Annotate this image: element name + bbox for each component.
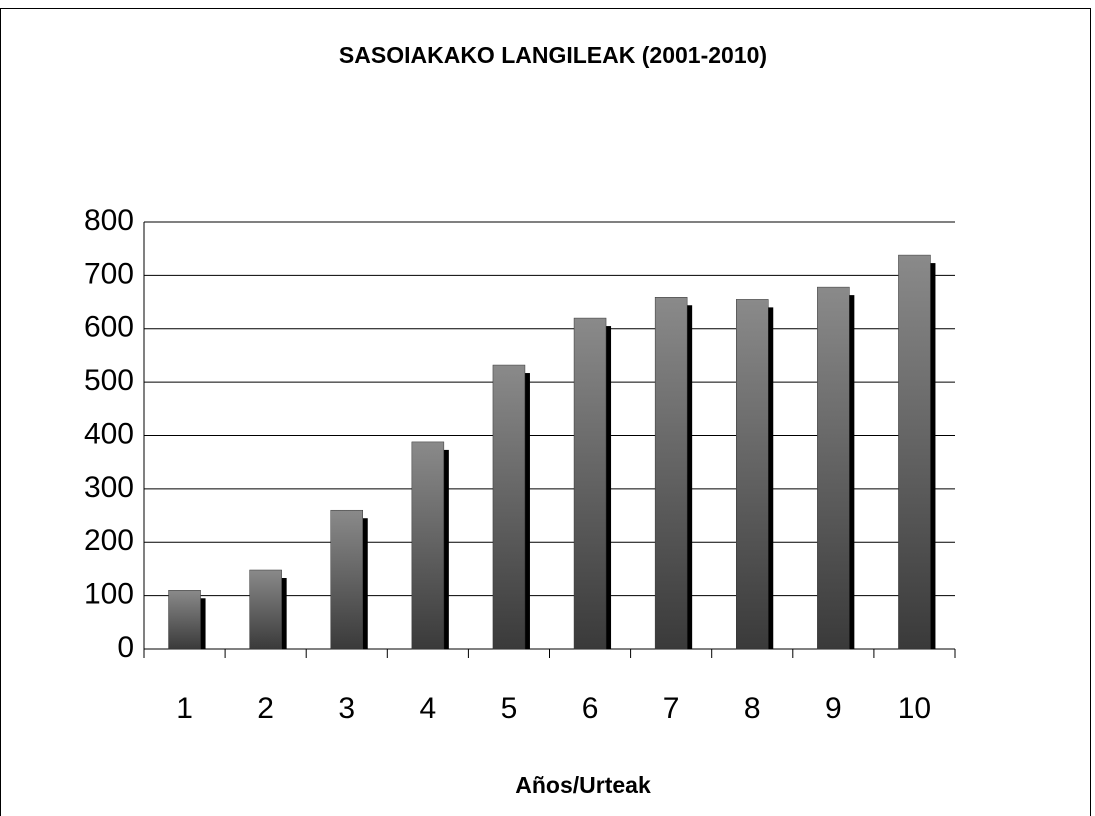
bar bbox=[573, 317, 607, 650]
y-tick-label: 700 bbox=[84, 257, 134, 290]
bar bbox=[898, 254, 931, 650]
x-tick-label: 6 bbox=[582, 692, 599, 725]
y-tick-label: 500 bbox=[84, 364, 134, 397]
chart-frame bbox=[0, 8, 1091, 816]
bar bbox=[654, 297, 688, 650]
x-tick-label: 3 bbox=[338, 692, 355, 725]
bar bbox=[249, 569, 282, 650]
x-axis-title: Años/Urteak bbox=[515, 772, 651, 798]
x-tick-label: 8 bbox=[744, 692, 761, 725]
y-tick-label: 100 bbox=[84, 578, 134, 611]
bar bbox=[492, 364, 526, 650]
x-tick-label: 5 bbox=[501, 692, 518, 725]
x-tick-label: 9 bbox=[825, 692, 842, 725]
x-tick-label: 2 bbox=[257, 692, 274, 725]
y-tick-label: 600 bbox=[84, 311, 134, 344]
bar bbox=[168, 590, 201, 650]
y-tick-label: 400 bbox=[84, 417, 134, 450]
bar bbox=[330, 509, 363, 650]
x-tick-label: 4 bbox=[420, 692, 437, 725]
x-tick-label: 7 bbox=[663, 692, 680, 725]
x-tick-label: 10 bbox=[898, 692, 931, 725]
y-tick-label: 200 bbox=[84, 524, 134, 557]
x-tick-label: 1 bbox=[176, 692, 193, 725]
y-tick-label: 800 bbox=[84, 204, 134, 237]
bar bbox=[817, 286, 850, 650]
chart-title: SASOIAKAKO LANGILEAK (2001-2010) bbox=[339, 42, 767, 68]
y-tick-label: 300 bbox=[84, 471, 134, 504]
bar bbox=[411, 441, 445, 650]
y-tick-label: 0 bbox=[117, 631, 134, 664]
bar bbox=[736, 299, 769, 650]
